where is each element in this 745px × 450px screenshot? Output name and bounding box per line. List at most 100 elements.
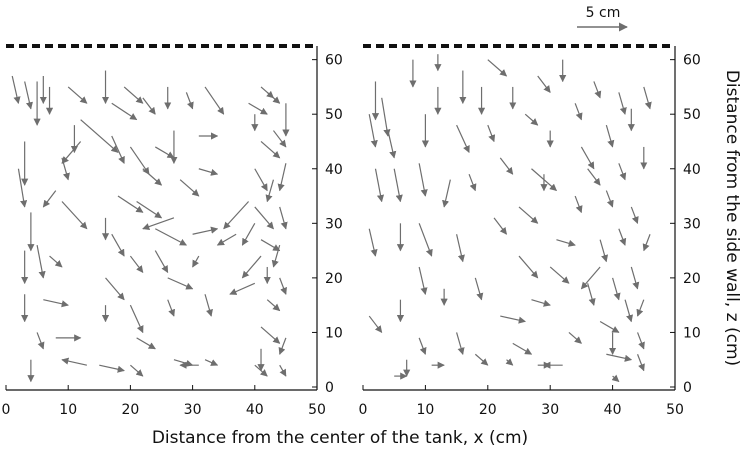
left-velocity-arrow — [260, 326, 281, 344]
right-arrows — [368, 54, 652, 383]
left-velocity-arrow — [24, 81, 33, 110]
left-velocity-arrow — [179, 179, 200, 197]
left-y-tick-label: 30 — [325, 216, 343, 232]
left-velocity-arrow — [266, 91, 281, 104]
right-velocity-arrow — [518, 255, 539, 279]
right-velocity-arrow — [456, 234, 465, 263]
right-velocity-arrow — [636, 299, 645, 317]
right-velocity-arrow — [456, 332, 465, 355]
left-velocity-arrow — [61, 357, 87, 366]
right-velocity-arrow — [587, 283, 596, 306]
left-velocity-arrow — [136, 337, 156, 350]
left-velocity-arrow — [117, 195, 144, 213]
right-velocity-arrow — [624, 299, 633, 323]
right-velocity-arrow — [612, 277, 621, 301]
left-velocity-arrow — [136, 200, 163, 219]
right-panel: 0 10 20 30 40 50 0 10 20 30 40 50 60 — [359, 44, 701, 418]
right-velocity-arrow — [499, 157, 514, 175]
right-velocity-arrow — [630, 206, 639, 224]
right-y-tick-label: 60 — [683, 53, 701, 69]
left-velocity-arrow — [254, 206, 274, 230]
left-velocity-arrow — [229, 282, 256, 295]
right-velocity-arrow — [418, 163, 428, 197]
left-velocity-arrow — [130, 364, 144, 377]
right-velocity-arrow — [605, 190, 614, 208]
left-x-tick-label: 40 — [246, 402, 264, 418]
right-velocity-arrow — [599, 321, 620, 333]
left-velocity-arrow — [260, 141, 281, 159]
left-velocity-arrow — [254, 168, 268, 192]
left-velocity-arrow — [241, 223, 256, 246]
right-velocity-arrow — [574, 195, 583, 214]
right-y-tick-label: 50 — [683, 107, 701, 123]
left-velocity-arrow — [42, 190, 57, 208]
right-velocity-arrow — [636, 332, 645, 350]
left-velocity-arrow — [61, 201, 88, 230]
scale-bar: 5 cm — [577, 5, 628, 32]
right-x-tick-label: 40 — [604, 402, 622, 418]
left-ticks: 0 10 20 30 40 50 0 10 20 30 40 50 60 — [2, 53, 343, 418]
right-velocity-arrow — [618, 92, 627, 115]
left-velocity-arrow — [198, 168, 219, 176]
right-velocity-arrow — [381, 97, 391, 137]
right-velocity-arrow — [418, 266, 428, 295]
right-velocity-arrow — [487, 59, 508, 77]
left-velocity-arrow — [36, 245, 46, 279]
right-velocity-arrow — [368, 228, 378, 257]
left-velocity-arrow — [111, 233, 125, 257]
right-velocity-arrow — [474, 353, 489, 366]
right-y-tick-label: 10 — [683, 325, 701, 341]
right-x-tick-label: 20 — [479, 402, 497, 418]
left-y-tick-label: 60 — [325, 53, 343, 69]
left-velocity-arrow — [223, 201, 250, 230]
right-velocity-arrow — [368, 315, 383, 334]
right-velocity-arrow — [474, 277, 484, 301]
left-y-tick-label: 20 — [325, 271, 343, 287]
left-velocity-arrow — [272, 130, 287, 148]
left-velocity-arrow — [260, 239, 281, 252]
left-velocity-arrow — [105, 277, 125, 301]
x-axis-label: Distance from the center of the tank, x … — [152, 428, 528, 448]
left-velocity-arrow — [154, 250, 169, 274]
left-velocity-arrow — [61, 141, 82, 164]
right-velocity-arrow — [599, 239, 609, 263]
left-velocity-arrow — [241, 255, 262, 279]
right-velocity-arrow — [605, 124, 615, 148]
right-x-tick-label: 10 — [416, 402, 434, 418]
left-velocity-arrow — [11, 75, 21, 104]
right-velocity-arrow — [593, 81, 602, 99]
right-ticks: 0 10 20 30 40 50 0 10 20 30 40 50 60 — [359, 53, 701, 418]
left-velocity-arrow — [204, 359, 219, 366]
left-velocity-arrow — [123, 86, 144, 104]
left-velocity-arrow — [173, 359, 194, 367]
left-velocity-arrow — [80, 119, 119, 153]
left-velocity-arrow — [279, 364, 287, 377]
right-velocity-arrow — [493, 217, 507, 235]
right-velocity-arrow — [418, 223, 433, 257]
right-y-tick-label: 20 — [683, 271, 701, 287]
right-velocity-arrow — [556, 239, 576, 247]
right-velocity-arrow — [549, 266, 570, 284]
left-velocity-arrow — [216, 233, 237, 246]
right-velocity-arrow — [374, 168, 385, 203]
left-velocity-arrow — [279, 206, 288, 230]
left-velocity-arrow — [185, 92, 194, 110]
right-x-tick-label: 30 — [541, 402, 559, 418]
left-panel: 0 10 20 30 40 50 0 10 20 30 40 50 60 — [2, 44, 343, 418]
left-velocity-arrow — [167, 277, 194, 290]
left-velocity-arrow — [142, 97, 156, 115]
right-velocity-arrow — [531, 168, 557, 192]
left-velocity-arrow — [277, 163, 287, 192]
right-x-tick-label: 50 — [666, 402, 684, 418]
left-velocity-arrow — [279, 277, 287, 295]
right-velocity-arrow — [500, 315, 526, 324]
y-axis-label: Distance from the side wall, z (cm) — [722, 70, 742, 366]
right-velocity-arrow — [636, 354, 645, 372]
right-velocity-arrow — [611, 374, 620, 383]
left-velocity-arrow — [111, 102, 138, 121]
right-velocity-arrow — [468, 174, 477, 192]
right-velocity-arrow — [531, 299, 551, 307]
right-velocity-arrow — [618, 228, 627, 246]
right-velocity-arrow — [518, 206, 539, 224]
left-velocity-arrow — [271, 244, 281, 268]
